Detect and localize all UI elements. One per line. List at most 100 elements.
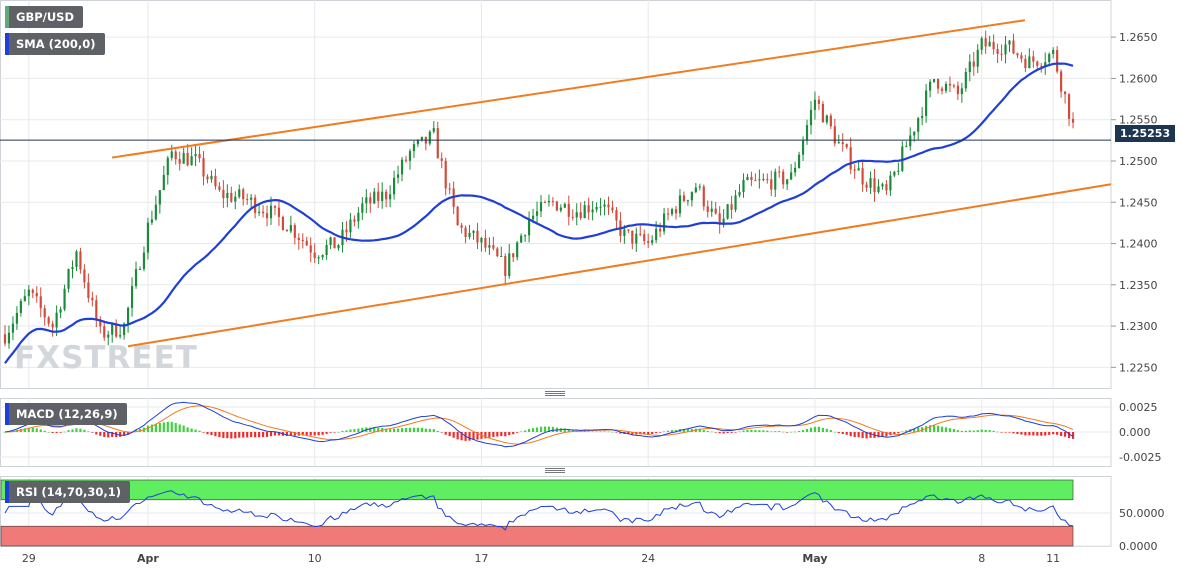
pane-border-0 xyxy=(0,0,1112,389)
candle-body xyxy=(964,72,967,89)
candle-body xyxy=(909,135,912,147)
candle-body xyxy=(845,144,848,148)
candle-down xyxy=(1056,46,1059,74)
candle-body xyxy=(1048,53,1051,63)
candle-body xyxy=(357,212,360,222)
candle-down xyxy=(47,315,50,327)
candle-up xyxy=(524,234,527,242)
candle-up xyxy=(472,230,475,240)
macd-hist-bar xyxy=(905,430,908,432)
candle-body xyxy=(393,177,396,195)
macd-hist-bar xyxy=(400,428,404,432)
candle-body xyxy=(126,307,130,324)
candle-body xyxy=(444,160,447,189)
pair-label[interactable]: GBP/USD xyxy=(5,6,83,28)
candle-body xyxy=(404,159,408,161)
candle-up xyxy=(138,266,142,270)
candle-down xyxy=(567,195,570,226)
macd-hist-bar xyxy=(277,432,281,436)
candle-body xyxy=(460,225,463,228)
candle-up xyxy=(1008,40,1011,53)
candle-body xyxy=(774,171,777,190)
macd-hist-bar xyxy=(1040,432,1043,436)
macd-hist-bar xyxy=(258,432,261,438)
candle-up xyxy=(500,246,503,258)
macd-hist-bar xyxy=(988,430,991,432)
macd-hist-bar xyxy=(520,431,523,433)
macd-hist-bar xyxy=(428,428,431,432)
candle-up xyxy=(150,210,153,225)
macd-hist-bar xyxy=(738,431,741,433)
macd-hist-bar xyxy=(936,425,940,432)
candle-body xyxy=(750,176,753,181)
rsi-line xyxy=(4,489,1074,531)
candle-up xyxy=(166,155,169,185)
candle-down xyxy=(492,236,495,251)
candle-body xyxy=(265,213,269,219)
candle-body xyxy=(861,168,864,185)
candle-body xyxy=(615,210,618,221)
candle-body xyxy=(809,109,813,126)
macd-hist-bar xyxy=(857,432,860,438)
candle-up xyxy=(508,243,511,279)
candle-body xyxy=(230,192,233,202)
candle-body xyxy=(718,213,721,225)
macd-hist-bar xyxy=(222,432,225,438)
candle-body xyxy=(1008,40,1011,45)
candle-body xyxy=(817,99,821,104)
candle-down xyxy=(293,223,296,245)
candle-body xyxy=(587,205,590,213)
sma-label[interactable]: SMA (200,0) xyxy=(5,33,105,55)
pane-resize-handle-macd[interactable] xyxy=(545,391,565,396)
macd-label[interactable]: MACD (12,26,9) xyxy=(5,403,127,425)
candle-down xyxy=(504,253,507,286)
candle-down xyxy=(948,76,952,93)
candle-body xyxy=(166,157,169,176)
candle-down xyxy=(643,229,646,245)
macd-hist-bar xyxy=(662,431,666,433)
candle-up xyxy=(520,233,523,243)
candle-up xyxy=(797,151,801,169)
macd-hist-bar xyxy=(750,429,753,432)
candle-body xyxy=(309,245,312,253)
candle-up xyxy=(349,212,352,238)
macd-hist-bar xyxy=(234,432,237,439)
candle-body xyxy=(99,320,102,327)
candle-body xyxy=(1020,55,1023,59)
x-tick-label: 10 xyxy=(308,552,322,565)
candle-down xyxy=(95,295,98,328)
macd-hist-bar xyxy=(1000,432,1003,433)
candle-down xyxy=(611,200,614,214)
candle-body xyxy=(655,228,658,241)
candle-down xyxy=(214,168,217,190)
candle-body xyxy=(115,323,118,337)
macd-hist-bar xyxy=(265,432,269,437)
candle-down xyxy=(579,202,582,221)
pane-resize-handle-rsi[interactable] xyxy=(545,468,565,473)
rsi-overbought-band xyxy=(0,479,1074,501)
candle-down xyxy=(543,200,547,204)
candle-body xyxy=(43,308,46,318)
candle-body xyxy=(242,189,245,200)
candle-body xyxy=(261,211,265,214)
candle-body xyxy=(531,215,535,220)
candle-body xyxy=(841,142,844,145)
macd-hist-bar xyxy=(929,425,932,432)
candle-down xyxy=(198,146,201,163)
candle-body xyxy=(400,159,404,175)
candle-up xyxy=(968,54,971,82)
candle-body xyxy=(87,282,90,298)
candle-up xyxy=(480,236,483,252)
candle-down xyxy=(301,233,304,249)
candle-body xyxy=(317,257,320,259)
candle-down xyxy=(750,171,753,187)
macd-hist-bar xyxy=(591,431,594,433)
candle-up xyxy=(393,170,396,200)
candle-body xyxy=(1060,71,1063,92)
candle-down xyxy=(261,205,265,218)
rsi-label[interactable]: RSI (14,70,30,1) xyxy=(5,481,131,503)
macd-hist-bar xyxy=(246,432,249,438)
macd-hist-bar xyxy=(361,427,364,432)
candle-body xyxy=(948,83,952,86)
